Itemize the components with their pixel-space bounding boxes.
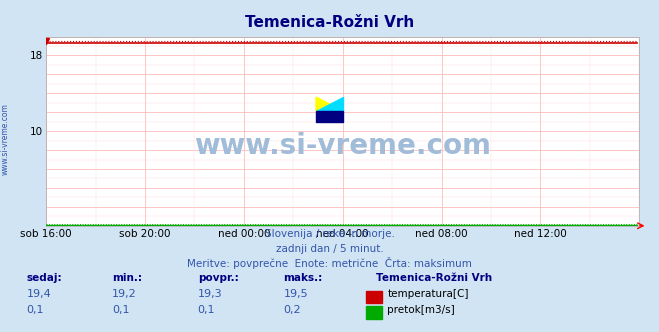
Text: Meritve: povprečne  Enote: metrične  Črta: maksimum: Meritve: povprečne Enote: metrične Črta:… (187, 257, 472, 269)
Text: Temenica-Rožni Vrh: Temenica-Rožni Vrh (245, 15, 414, 30)
Text: pretok[m3/s]: pretok[m3/s] (387, 305, 455, 315)
Text: min.:: min.: (112, 273, 142, 283)
Text: www.si-vreme.com: www.si-vreme.com (194, 132, 491, 160)
Text: 19,4: 19,4 (26, 289, 51, 299)
Text: 19,3: 19,3 (198, 289, 222, 299)
Text: zadnji dan / 5 minut.: zadnji dan / 5 minut. (275, 244, 384, 254)
Text: povpr.:: povpr.: (198, 273, 239, 283)
Text: Slovenija / reke in morje.: Slovenija / reke in morje. (264, 229, 395, 239)
Text: 0,1: 0,1 (198, 305, 215, 315)
Text: 19,5: 19,5 (283, 289, 308, 299)
Text: temperatura[C]: temperatura[C] (387, 289, 469, 299)
Text: www.si-vreme.com: www.si-vreme.com (1, 104, 10, 175)
Text: 0,2: 0,2 (283, 305, 301, 315)
Text: sedaj:: sedaj: (26, 273, 62, 283)
Bar (316, 111, 343, 122)
Text: 19,2: 19,2 (112, 289, 137, 299)
Text: Temenica-Rožni Vrh: Temenica-Rožni Vrh (376, 273, 492, 283)
Text: 0,1: 0,1 (112, 305, 130, 315)
Polygon shape (316, 97, 343, 111)
Text: maks.:: maks.: (283, 273, 323, 283)
Polygon shape (316, 97, 343, 111)
Text: 0,1: 0,1 (26, 305, 44, 315)
